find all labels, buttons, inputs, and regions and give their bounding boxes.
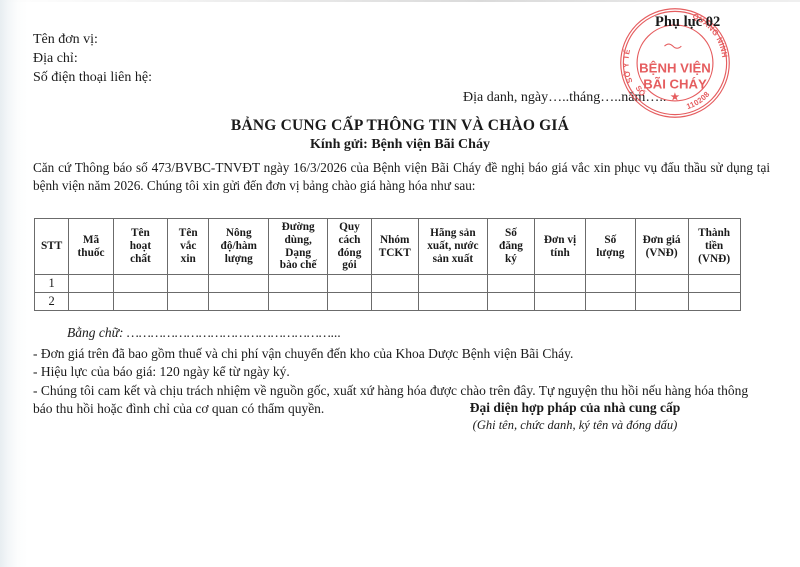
svg-text:★: ★ — [670, 90, 680, 103]
svg-text:BÃI CHÁY: BÃI CHÁY — [643, 76, 707, 91]
svg-text:BỆNH VIỆN: BỆNH VIỆN — [639, 60, 711, 75]
